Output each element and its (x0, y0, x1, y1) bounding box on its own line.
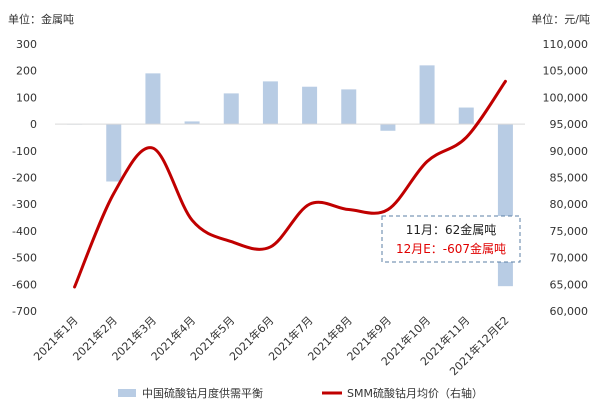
bar (458, 107, 474, 125)
annotation-box: 11月：62金属吨 12月E：-607金属吨 (381, 215, 521, 263)
right-tick-label: 90,000 (550, 145, 589, 158)
right-tick-label: 65,000 (550, 278, 589, 291)
left-tick-label: -700 (12, 305, 37, 318)
left-tick-label: -200 (12, 172, 37, 185)
left-axis-unit: 单位：金属吨 (8, 12, 74, 26)
legend-line-label: SMM硫酸钴月均价（右轴） (347, 386, 483, 400)
bar (223, 93, 239, 125)
bar (380, 124, 396, 131)
right-tick-label: 100,000 (543, 91, 589, 104)
annotation-frame (381, 215, 521, 263)
right-tick-label: 75,000 (550, 225, 589, 238)
price-line (73, 79, 507, 289)
left-tick-label: -400 (12, 225, 37, 238)
x-axis-labels: 2021年1月2021年2月2021年3月2021年4月2021年5月2021年… (31, 313, 512, 378)
bar (262, 81, 278, 125)
left-tick-label: 200 (16, 65, 37, 78)
right-tick-label: 70,000 (550, 252, 589, 265)
left-tick-label: 0 (30, 118, 37, 131)
right-tick-label: 60,000 (550, 305, 589, 318)
bar (302, 86, 318, 125)
right-tick-label: 110,000 (543, 38, 589, 51)
left-tick-label: -600 (12, 278, 37, 291)
bar (341, 89, 357, 125)
left-tick-label: -500 (12, 252, 37, 265)
left-tick-label: -100 (12, 145, 37, 158)
bar (184, 121, 200, 125)
legend: 中国硫酸钴月度供需平衡 SMM硫酸钴月均价（右轴） (118, 386, 483, 400)
left-tick-label: 100 (16, 91, 37, 104)
bar (106, 124, 122, 182)
right-tick-label: 95,000 (550, 118, 589, 131)
annotation-line-1: 11月：62金属吨 (406, 222, 497, 237)
right-axis-unit: 单位：元/吨 (531, 12, 590, 26)
left-tick-label: -300 (12, 198, 37, 211)
bar (145, 73, 161, 125)
left-axis-ticks: -700 -600 -500 -400 -300 -200 -100 0 100 200 300 (12, 38, 37, 318)
right-axis-ticks: 60,000 65,000 70,000 75,000 80,000 85,000 90,0… (543, 38, 589, 318)
bar (419, 65, 435, 125)
legend-bar-swatch (118, 389, 136, 397)
legend-bar-label: 中国硫酸钴月度供需平衡 (142, 386, 263, 400)
left-tick-label: 300 (16, 38, 37, 51)
right-tick-label: 85,000 (550, 172, 589, 185)
right-tick-label: 105,000 (543, 65, 589, 78)
right-tick-label: 80,000 (550, 198, 589, 211)
annotation-line-2: 12月E：-607金属吨 (396, 241, 506, 256)
